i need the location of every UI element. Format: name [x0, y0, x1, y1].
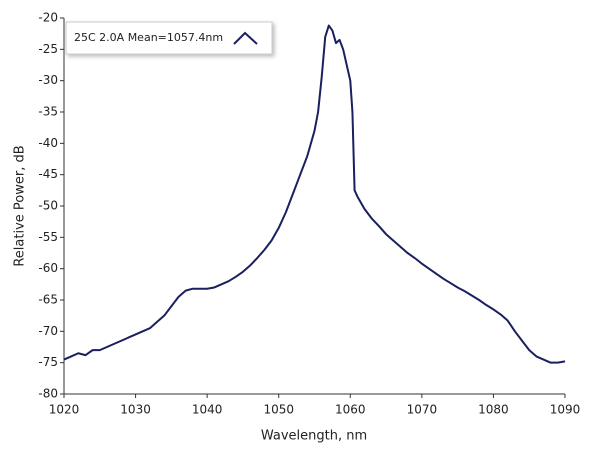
x-tick-label: 1020	[49, 403, 80, 417]
x-tick-label: 1070	[407, 403, 438, 417]
y-tick-label: -55	[38, 230, 58, 244]
y-tick-label: -50	[38, 199, 58, 213]
legend-label: 25C 2.0A Mean=1057.4nm	[74, 31, 223, 44]
x-axis-label: Wavelength, nm	[261, 429, 367, 444]
x-tick-label: 1040	[192, 403, 223, 417]
y-tick-label: -35	[38, 105, 58, 119]
x-tick-label: 1060	[335, 403, 366, 417]
x-tick-label: 1050	[263, 403, 294, 417]
legend-box	[65, 21, 273, 55]
legend-swatch	[233, 31, 258, 45]
y-tick-label: -75	[38, 355, 58, 369]
y-tick-label: -45	[38, 167, 58, 181]
y-axis-label: Relative Power, dB	[13, 145, 28, 266]
y-tick-label: -70	[38, 324, 58, 338]
y-tick-label: -80	[38, 387, 58, 401]
y-tick-label: -30	[38, 73, 58, 87]
x-tick-label: 1090	[550, 403, 581, 417]
data-line	[63, 24, 566, 364]
y-tick-label: -25	[38, 42, 58, 56]
x-tick-label: 1030	[120, 403, 151, 417]
y-tick-label: -65	[38, 293, 58, 307]
y-tick-label: -40	[38, 136, 58, 150]
y-tick-label: -60	[38, 261, 58, 275]
y-tick-label: -20	[38, 11, 58, 25]
x-tick-label: 1080	[478, 403, 509, 417]
